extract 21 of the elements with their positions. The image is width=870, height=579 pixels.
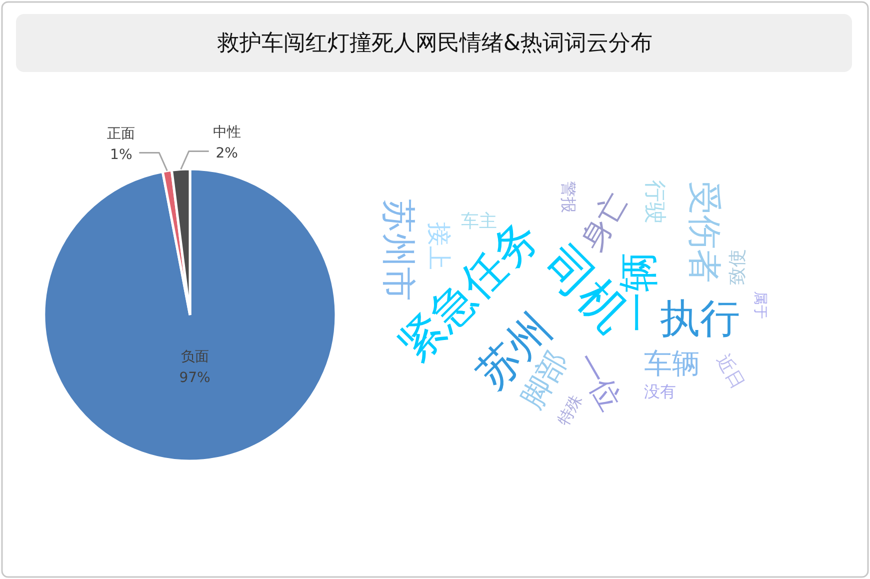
text: 致使	[727, 249, 748, 285]
text: 执行	[660, 296, 740, 342]
text: 救护车闯红灯撞死人网民情绪&热词词云分布	[216, 31, 653, 56]
data-label: 2%	[216, 145, 238, 162]
text: 受伤者	[684, 181, 724, 283]
data-label: 1%	[110, 146, 132, 163]
text: 警报	[559, 181, 578, 213]
text: 特殊	[553, 391, 586, 428]
text: 车辆	[644, 347, 700, 380]
pie-slice	[42, 168, 338, 462]
text: 苏州市	[378, 199, 418, 301]
text: 接上	[425, 222, 453, 270]
slice-label: 负面	[180, 348, 209, 365]
text: 行驶	[642, 180, 667, 224]
data-label: 97%	[179, 370, 210, 386]
text: 属于	[752, 291, 768, 319]
text: 没有	[644, 382, 676, 401]
slice-label: 中性	[212, 124, 241, 140]
slice-label: 正面	[107, 126, 136, 142]
text: 车主	[461, 211, 497, 232]
text: 近日	[712, 350, 749, 393]
